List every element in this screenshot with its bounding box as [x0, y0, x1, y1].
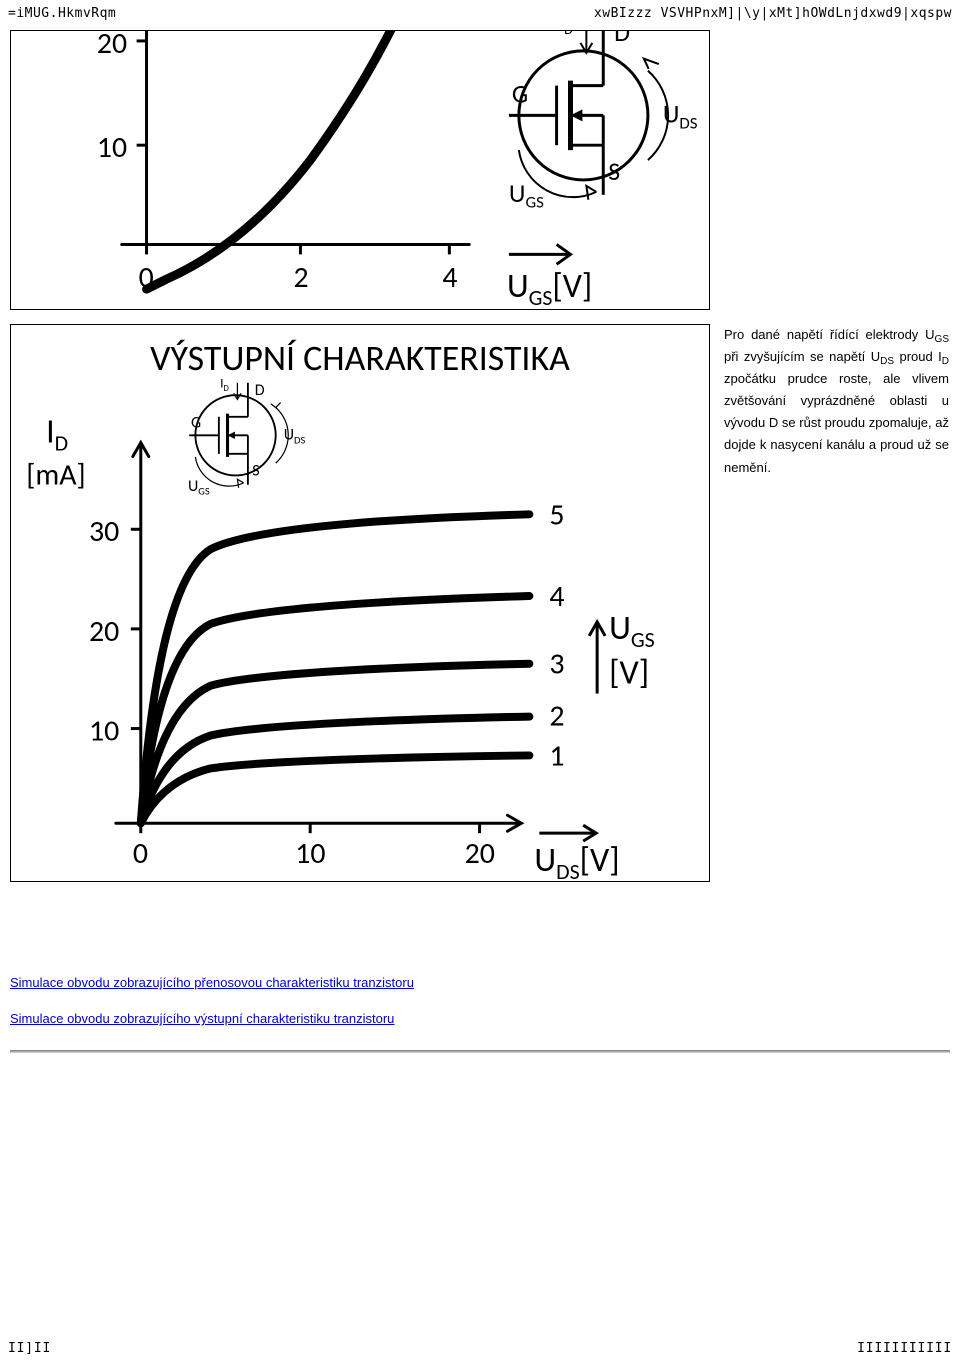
c2-x0: 0 — [133, 836, 148, 872]
svg-text:UGS: UGS — [509, 177, 544, 213]
divider — [10, 1050, 950, 1053]
description-paragraph: Pro dané napětí řídící elektrody UGS při… — [724, 324, 949, 479]
header-left: =iMUG.HkmvRqm — [8, 6, 116, 21]
svg-text:UDS: UDS — [284, 426, 306, 447]
link-output-sim[interactable]: Simulace obvodu zobrazujícího výstupní c… — [10, 1011, 394, 1026]
svg-text:D: D — [614, 31, 630, 48]
c2-cl2: 2 — [549, 699, 564, 735]
c1-xtick-4: 4 — [442, 259, 457, 295]
links-block: Simulace obvodu zobrazujícího přenosovou… — [10, 972, 950, 1030]
svg-text:G: G — [512, 77, 528, 109]
svg-text:UDS[V]: UDS[V] — [534, 840, 619, 881]
c1-ytick-10: 10 — [97, 129, 127, 165]
mosfet-symbol-2: G D S ID UDS UGS — [188, 375, 306, 498]
c2-rightunit: [V] — [609, 653, 649, 694]
output-chart: VÝSTUPNÍ CHARAKTERISTIKA 30 20 10 — [10, 324, 710, 882]
c2-cl4: 4 — [549, 579, 564, 615]
c1-xtick-2: 2 — [293, 259, 308, 295]
c1-xlab: U — [507, 266, 529, 307]
svg-text:D: D — [255, 381, 265, 400]
c2-y20: 20 — [89, 614, 119, 650]
c1-curve — [147, 31, 410, 289]
c1-xlab-sub: GS — [529, 284, 553, 309]
mosfet-symbol-1: G D S ID UDS UGS — [509, 31, 698, 213]
link-transfer-sim[interactable]: Simulace obvodu zobrazujícího přenosovou… — [10, 975, 414, 990]
c2-x20: 20 — [465, 836, 495, 872]
c1-xlab-unit: [V] — [552, 266, 592, 307]
svg-text:S: S — [608, 155, 620, 187]
svg-text:ID: ID — [46, 412, 68, 457]
svg-text:UGS[V]: UGS[V] — [507, 266, 592, 309]
c2-y10: 10 — [89, 714, 119, 750]
c1-ytick-20: 20 — [97, 31, 127, 61]
c2-yunit: [mA] — [26, 457, 85, 493]
c2-x10: 10 — [295, 836, 325, 872]
c2-cl5: 5 — [549, 497, 564, 533]
c2-cl1: 1 — [549, 738, 564, 774]
svg-text:UGS: UGS — [609, 608, 655, 653]
svg-text:UDS: UDS — [663, 97, 698, 133]
footer-left: II]II — [8, 1341, 51, 1356]
c2-curve-1 — [141, 755, 530, 823]
c2-cl3: 3 — [549, 647, 564, 683]
transfer-chart: 20 10 0 2 4 UGS[V] — [10, 30, 710, 310]
svg-text:S: S — [252, 461, 259, 480]
c2-curve-4 — [141, 596, 530, 823]
svg-text:G: G — [191, 413, 201, 432]
c2-title: VÝSTUPNÍ CHARAKTERISTIKA — [150, 336, 570, 380]
footer-right: IIIIIIIIIII — [857, 1341, 952, 1356]
c2-y30: 30 — [89, 514, 119, 550]
page-content: 20 10 0 2 4 UGS[V] — [10, 30, 950, 1053]
svg-text:ID: ID — [559, 31, 574, 38]
svg-text:UGS: UGS — [188, 477, 210, 498]
header-right: xwBIzzz VSVHPnxM]|\y|xMt]hOWdLnjdxwd9|xq… — [594, 6, 952, 21]
